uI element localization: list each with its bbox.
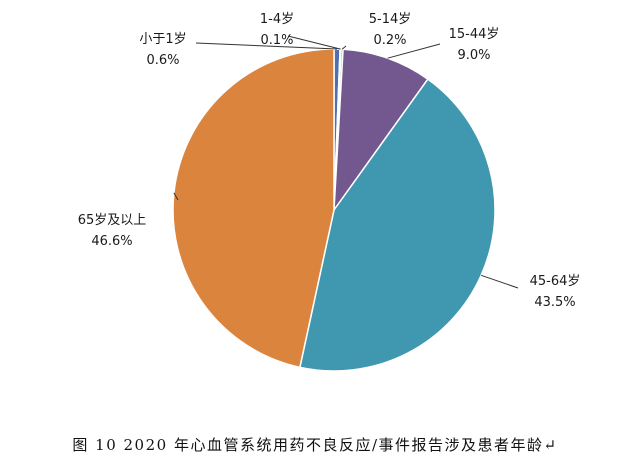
slice-label-15-44-value: 9.0% (457, 48, 490, 63)
pie-slice-15-44 (333, 48, 429, 213)
pie-slice-45-64 (298, 78, 496, 372)
label-group-65-plus: 65岁及以上 46.6% (78, 213, 147, 249)
slice-label-45-64-name: 45-64岁 (530, 274, 581, 289)
paragraph-mark: ↵ (543, 436, 558, 454)
slice-label-under-1-value: 0.6% (146, 53, 179, 68)
leader-line-15-44 (387, 43, 441, 59)
pie-slice-65-plus (172, 48, 335, 369)
label-group-under-1: 小于1岁 0.6% (139, 32, 186, 68)
leader-lines (173, 35, 519, 289)
slice-label-5-14-name: 5-14岁 (369, 12, 412, 27)
slice-label-65-plus-value: 46.6% (91, 234, 132, 249)
slice-label-45-64-value: 43.5% (534, 295, 575, 310)
slice-label-5-14-value: 0.2% (373, 33, 406, 48)
slice-label-under-1-name: 小于1岁 (139, 32, 186, 47)
slice-label-1-4-value: 0.1% (260, 33, 293, 48)
label-group-1-4: 1-4岁 0.1% (260, 12, 294, 48)
leader-line-under-1 (195, 42, 338, 50)
pie-slices (172, 48, 496, 372)
slice-label-1-4-name: 1-4岁 (260, 12, 294, 27)
label-group-45-64: 45-64岁 43.5% (530, 274, 581, 310)
label-group-5-14: 5-14岁 0.2% (369, 12, 412, 48)
figure-caption: 图 10 2020 年心血管系统用药不良反应/事件报告涉及患者年龄↵ (0, 434, 630, 455)
leader-line-45-64 (480, 274, 519, 289)
slice-label-15-44-name: 15-44岁 (449, 27, 500, 42)
leader-line-1-4 (287, 35, 341, 50)
slice-label-65-plus-name: 65岁及以上 (78, 213, 147, 228)
figure-caption-text: 图 10 2020 年心血管系统用药不良反应/事件报告涉及患者年龄 (72, 436, 544, 454)
leader-line-65-plus (173, 192, 179, 201)
leader-line-5-14 (341, 45, 347, 50)
label-group-15-44: 15-44岁 9.0% (449, 27, 500, 63)
